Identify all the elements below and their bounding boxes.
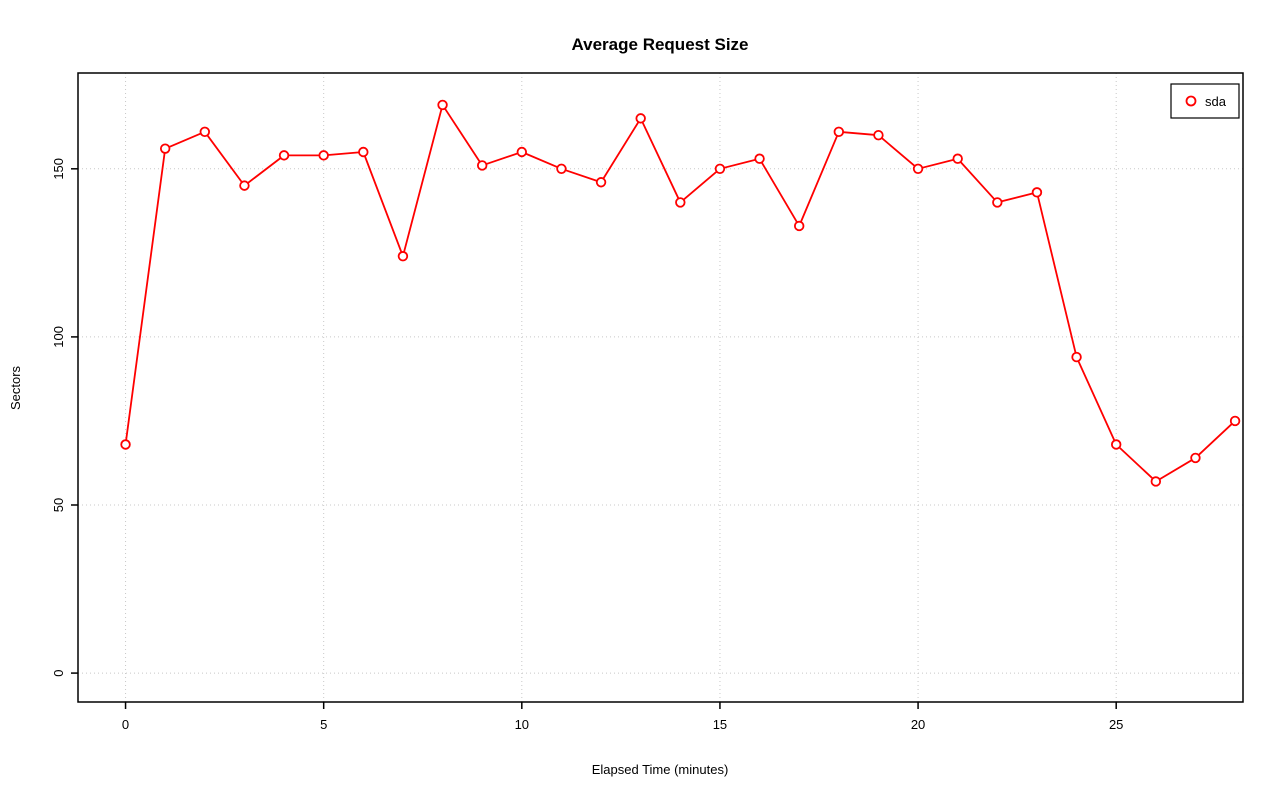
data-point-marker (1071, 351, 1082, 363)
axis-layer: 0 5 10 15 20 25 0 50 100 150 (51, 158, 1123, 732)
data-point-marker (358, 146, 369, 158)
data-point-marker (199, 126, 211, 138)
data-point-marker (1031, 187, 1043, 198)
plot-border (77, 72, 1244, 703)
data-point-marker (476, 160, 488, 171)
data-point-marker (793, 220, 805, 232)
legend-box (1170, 83, 1240, 119)
data-point-marker (833, 126, 845, 138)
data-point-marker (714, 163, 726, 175)
x-tick-label: 0 (122, 717, 129, 732)
data-point-marker (1229, 415, 1241, 427)
data-point-marker (1150, 476, 1162, 487)
grid-layer (78, 73, 1243, 702)
y-tick-label: 100 (51, 326, 66, 348)
x-tick-label: 5 (320, 717, 327, 732)
legend-marker-icon (1185, 95, 1197, 107)
y-tick-label: 50 (51, 498, 66, 512)
data-point-marker (437, 99, 448, 111)
data-point-marker (159, 143, 171, 154)
y-tick-label: 150 (51, 158, 66, 180)
data-point-marker (635, 113, 646, 124)
data-point-marker (912, 163, 924, 175)
data-point-marker (754, 153, 765, 164)
data-point-marker (120, 439, 131, 450)
x-tick-label: 25 (1109, 717, 1123, 732)
data-point-marker (397, 251, 409, 262)
series-line (124, 104, 1236, 483)
data-point-marker (516, 146, 528, 158)
data-point-marker (675, 197, 686, 208)
y-tick-label: 0 (51, 669, 66, 676)
legend-label: sda (1205, 94, 1227, 109)
data-point-marker (595, 177, 607, 188)
y-axis-label: Sectors (8, 365, 23, 410)
data-point-marker (556, 163, 567, 175)
data-point-marker (952, 153, 963, 164)
chart-title: Average Request Size (572, 35, 749, 54)
data-point-marker (873, 129, 884, 141)
data-point-marker (1190, 452, 1201, 464)
data-point-marker (278, 150, 290, 161)
x-tick-label: 20 (911, 717, 925, 732)
data-point-marker (1110, 439, 1122, 450)
data-point-marker (992, 197, 1003, 208)
x-tick-label: 10 (515, 717, 529, 732)
data-point-marker (239, 180, 250, 191)
legend: sda (1170, 83, 1240, 119)
x-axis-label: Elapsed Time (minutes) (592, 762, 729, 777)
series-layer (120, 99, 1241, 487)
data-point-marker (318, 150, 329, 161)
x-tick-label: 15 (713, 717, 727, 732)
